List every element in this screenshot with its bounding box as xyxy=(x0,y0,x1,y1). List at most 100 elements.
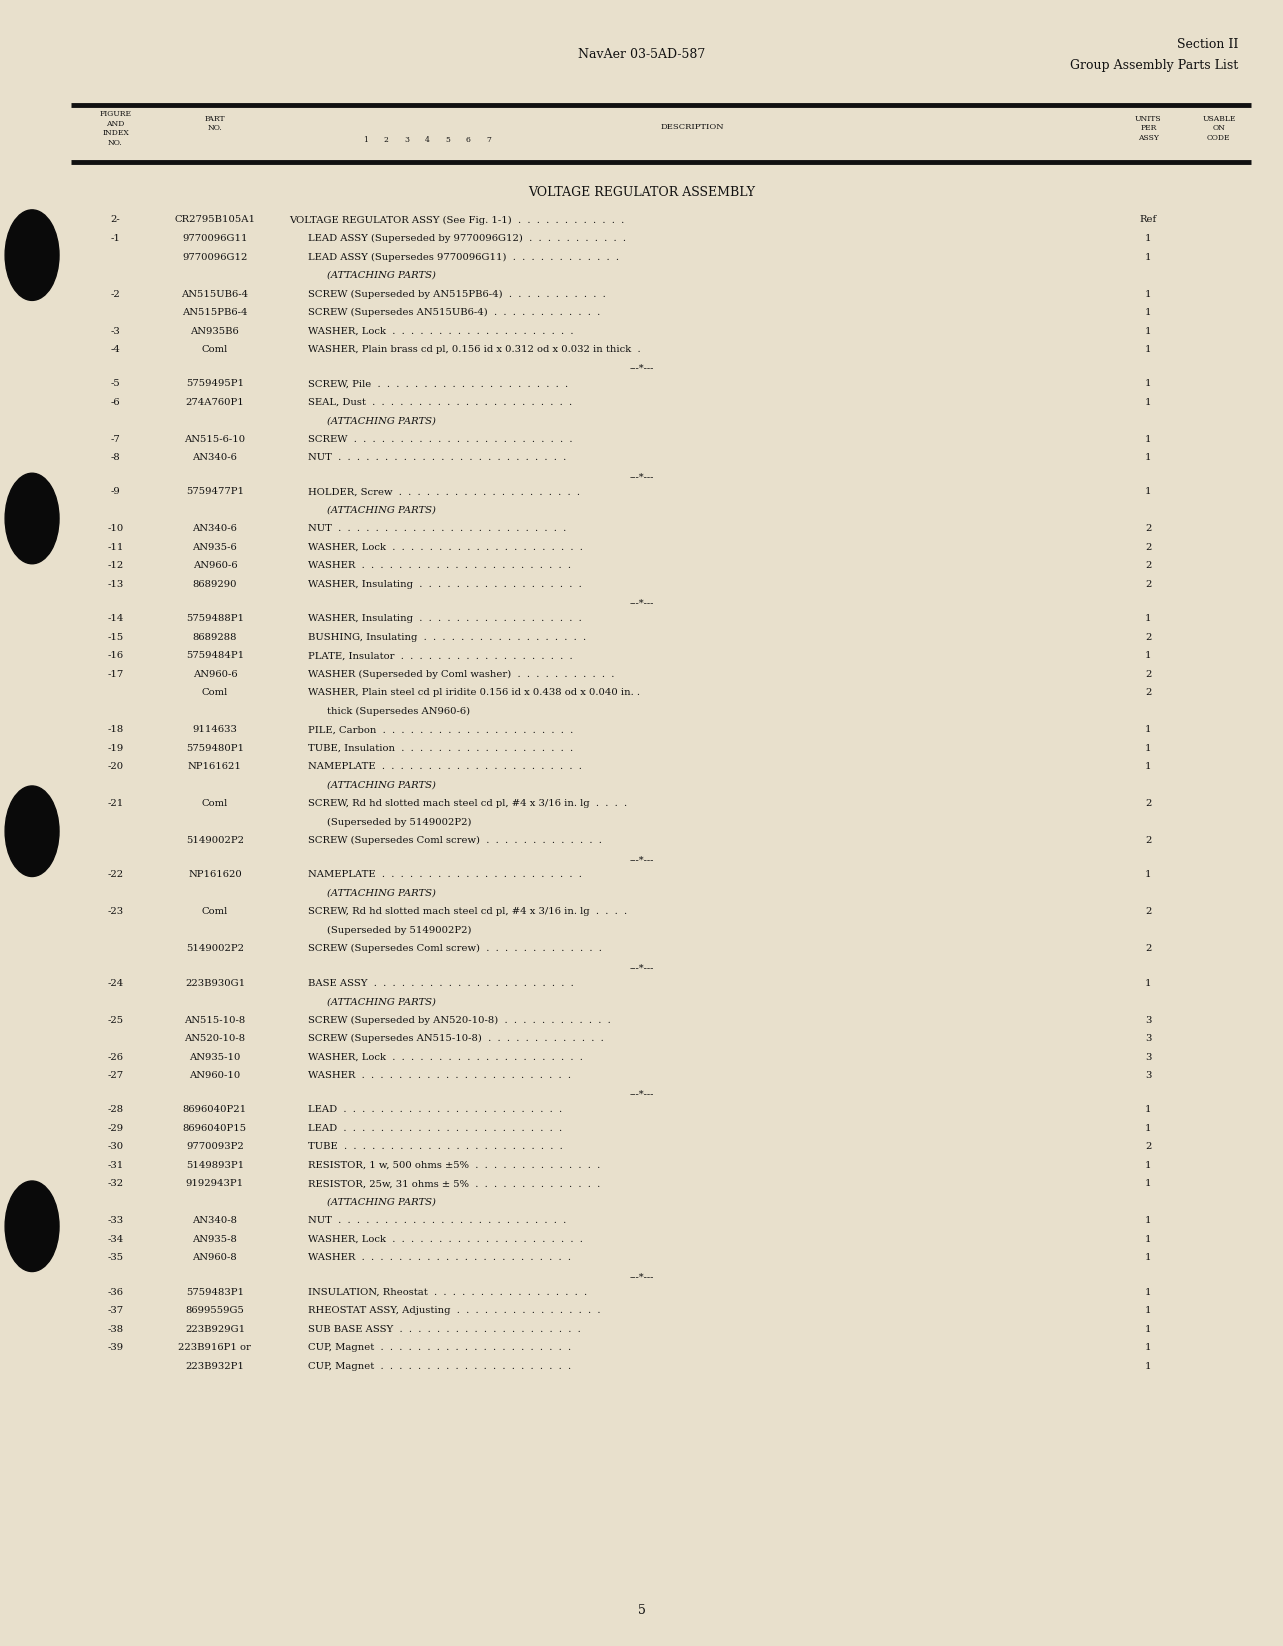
Text: 5759483P1: 5759483P1 xyxy=(186,1287,244,1297)
Text: WASHER  .  .  .  .  .  .  .  .  .  .  .  .  .  .  .  .  .  .  .  .  .  .  .: WASHER . . . . . . . . . . . . . . . . .… xyxy=(308,1253,571,1262)
Text: -32: -32 xyxy=(108,1179,123,1188)
Text: -39: -39 xyxy=(108,1343,123,1351)
Text: SCREW, Rd hd slotted mach steel cd pl, #4 x 3/16 in. lg  .  .  .  .: SCREW, Rd hd slotted mach steel cd pl, #… xyxy=(308,907,627,917)
Text: 1: 1 xyxy=(1144,326,1152,336)
Text: WASHER, Lock  .  .  .  .  .  .  .  .  .  .  .  .  .  .  .  .  .  .  .  .  .: WASHER, Lock . . . . . . . . . . . . . .… xyxy=(308,1053,582,1062)
Text: BASE ASSY  .  .  .  .  .  .  .  .  .  .  .  .  .  .  .  .  .  .  .  .  .  .: BASE ASSY . . . . . . . . . . . . . . . … xyxy=(308,979,574,988)
Text: AN515-10-8: AN515-10-8 xyxy=(185,1016,245,1024)
Text: 8689288: 8689288 xyxy=(192,632,237,642)
Text: 1: 1 xyxy=(1144,308,1152,318)
Text: 6: 6 xyxy=(466,137,471,143)
Text: NAMEPLATE  .  .  .  .  .  .  .  .  .  .  .  .  .  .  .  .  .  .  .  .  .  .: NAMEPLATE . . . . . . . . . . . . . . . … xyxy=(308,871,581,879)
Text: 223B916P1 or: 223B916P1 or xyxy=(178,1343,251,1351)
Text: WASHER, Insulating  .  .  .  .  .  .  .  .  .  .  .  .  .  .  .  .  .  .: WASHER, Insulating . . . . . . . . . . .… xyxy=(308,614,581,624)
Text: 5759495P1: 5759495P1 xyxy=(186,379,244,388)
Text: 1: 1 xyxy=(1144,1179,1152,1188)
Text: 9770096G12: 9770096G12 xyxy=(182,252,248,262)
Text: PART
NO.: PART NO. xyxy=(204,115,226,132)
Text: -22: -22 xyxy=(108,871,123,879)
Text: 223B930G1: 223B930G1 xyxy=(185,979,245,988)
Text: SCREW (Superseded by AN515PB6-4)  .  .  .  .  .  .  .  .  .  .  .: SCREW (Superseded by AN515PB6-4) . . . .… xyxy=(308,290,606,298)
Text: AN960-10: AN960-10 xyxy=(190,1072,240,1080)
Text: -37: -37 xyxy=(108,1305,123,1315)
Text: 1: 1 xyxy=(1144,487,1152,497)
Text: SEAL, Dust  .  .  .  .  .  .  .  .  .  .  .  .  .  .  .  .  .  .  .  .  .  .: SEAL, Dust . . . . . . . . . . . . . . .… xyxy=(308,398,572,407)
Text: 1: 1 xyxy=(1144,1124,1152,1132)
Text: WASHER, Lock  .  .  .  .  .  .  .  .  .  .  .  .  .  .  .  .  .  .  .  .: WASHER, Lock . . . . . . . . . . . . . .… xyxy=(308,326,574,336)
Text: Coml: Coml xyxy=(201,800,228,808)
Text: 1: 1 xyxy=(1144,346,1152,354)
Text: (ATTACHING PARTS): (ATTACHING PARTS) xyxy=(327,780,436,790)
Text: ---*---: ---*--- xyxy=(630,1272,653,1281)
Text: (Superseded by 5149002P2): (Superseded by 5149002P2) xyxy=(327,925,472,935)
Ellipse shape xyxy=(5,472,59,565)
Text: Section II: Section II xyxy=(1177,38,1238,51)
Text: -4: -4 xyxy=(110,346,121,354)
Text: 5149002P2: 5149002P2 xyxy=(186,836,244,844)
Text: PILE, Carbon  .  .  .  .  .  .  .  .  .  .  .  .  .  .  .  .  .  .  .  .  .: PILE, Carbon . . . . . . . . . . . . . .… xyxy=(308,726,574,734)
Text: -27: -27 xyxy=(108,1072,123,1080)
Text: TUBE, Insulation  .  .  .  .  .  .  .  .  .  .  .  .  .  .  .  .  .  .  .: TUBE, Insulation . . . . . . . . . . . .… xyxy=(308,744,574,752)
Text: DESCRIPTION: DESCRIPTION xyxy=(661,123,725,132)
Text: 223B929G1: 223B929G1 xyxy=(185,1325,245,1333)
Text: LEAD ASSY (Supersedes 9770096G11)  .  .  .  .  .  .  .  .  .  .  .  .: LEAD ASSY (Supersedes 9770096G11) . . . … xyxy=(308,252,618,262)
Text: SCREW (Superseded by AN520-10-8)  .  .  .  .  .  .  .  .  .  .  .  .: SCREW (Superseded by AN520-10-8) . . . .… xyxy=(308,1016,611,1025)
Text: (ATTACHING PARTS): (ATTACHING PARTS) xyxy=(327,889,436,899)
Text: 1: 1 xyxy=(1144,726,1152,734)
Text: 274A760P1: 274A760P1 xyxy=(186,398,244,407)
Text: 7: 7 xyxy=(486,137,491,143)
Text: 1: 1 xyxy=(363,137,368,143)
Text: -15: -15 xyxy=(108,632,123,642)
Text: RHEOSTAT ASSY, Adjusting  .  .  .  .  .  .  .  .  .  .  .  .  .  .  .  .: RHEOSTAT ASSY, Adjusting . . . . . . . .… xyxy=(308,1305,600,1315)
Text: 2: 2 xyxy=(1146,907,1151,917)
Text: -18: -18 xyxy=(108,726,123,734)
Text: BUSHING, Insulating  .  .  .  .  .  .  .  .  .  .  .  .  .  .  .  .  .  .: BUSHING, Insulating . . . . . . . . . . … xyxy=(308,632,586,642)
Text: LEAD  .  .  .  .  .  .  .  .  .  .  .  .  .  .  .  .  .  .  .  .  .  .  .  .: LEAD . . . . . . . . . . . . . . . . . .… xyxy=(308,1106,562,1114)
Text: VOLTAGE REGULATOR ASSY (See Fig. 1-1)  .  .  .  .  .  .  .  .  .  .  .  .: VOLTAGE REGULATOR ASSY (See Fig. 1-1) . … xyxy=(289,216,624,224)
Text: -21: -21 xyxy=(108,800,123,808)
Text: ---*---: ---*--- xyxy=(630,472,653,481)
Text: INSULATION, Rheostat  .  .  .  .  .  .  .  .  .  .  .  .  .  .  .  .  .: INSULATION, Rheostat . . . . . . . . . .… xyxy=(308,1287,588,1297)
Text: -11: -11 xyxy=(108,543,123,551)
Text: 2: 2 xyxy=(1146,579,1151,589)
Text: -8: -8 xyxy=(110,453,121,463)
Text: 2: 2 xyxy=(1146,688,1151,698)
Text: WASHER, Insulating  .  .  .  .  .  .  .  .  .  .  .  .  .  .  .  .  .  .: WASHER, Insulating . . . . . . . . . . .… xyxy=(308,579,581,589)
Text: UNITS
PER
ASSY: UNITS PER ASSY xyxy=(1135,115,1161,142)
Text: 2: 2 xyxy=(1146,543,1151,551)
Text: AN340-6: AN340-6 xyxy=(192,453,237,463)
Text: -16: -16 xyxy=(108,652,123,660)
Ellipse shape xyxy=(5,1182,59,1271)
Text: FIGURE
AND
INDEX
NO.: FIGURE AND INDEX NO. xyxy=(100,110,131,146)
Text: PLATE, Insulator  .  .  .  .  .  .  .  .  .  .  .  .  .  .  .  .  .  .  .: PLATE, Insulator . . . . . . . . . . . .… xyxy=(308,652,572,660)
Text: -23: -23 xyxy=(108,907,123,917)
Text: SUB BASE ASSY  .  .  .  .  .  .  .  .  .  .  .  .  .  .  .  .  .  .  .  .: SUB BASE ASSY . . . . . . . . . . . . . … xyxy=(308,1325,581,1333)
Text: CUP, Magnet  .  .  .  .  .  .  .  .  .  .  .  .  .  .  .  .  .  .  .  .  .: CUP, Magnet . . . . . . . . . . . . . . … xyxy=(308,1361,571,1371)
Text: 5: 5 xyxy=(638,1605,645,1618)
Text: AN340-8: AN340-8 xyxy=(192,1216,237,1225)
Text: NP161620: NP161620 xyxy=(189,871,241,879)
Text: SCREW (Supersedes Coml screw)  .  .  .  .  .  .  .  .  .  .  .  .  .: SCREW (Supersedes Coml screw) . . . . . … xyxy=(308,945,602,953)
Text: -36: -36 xyxy=(108,1287,123,1297)
Text: 2: 2 xyxy=(384,137,389,143)
Text: RESISTOR, 25w, 31 ohms ± 5%  .  .  .  .  .  .  .  .  .  .  .  .  .  .: RESISTOR, 25w, 31 ohms ± 5% . . . . . . … xyxy=(308,1179,600,1188)
Ellipse shape xyxy=(5,787,59,876)
Text: NavAer 03-5AD-587: NavAer 03-5AD-587 xyxy=(577,48,706,61)
Text: -33: -33 xyxy=(108,1216,123,1225)
Ellipse shape xyxy=(5,211,59,301)
Text: -1: -1 xyxy=(110,234,121,244)
Text: (ATTACHING PARTS): (ATTACHING PARTS) xyxy=(327,505,436,515)
Text: 1: 1 xyxy=(1144,1106,1152,1114)
Text: 1: 1 xyxy=(1144,979,1152,988)
Text: 1: 1 xyxy=(1144,871,1152,879)
Text: 8696040P21: 8696040P21 xyxy=(183,1106,246,1114)
Text: 2-: 2- xyxy=(110,216,121,224)
Text: ---*---: ---*--- xyxy=(630,854,653,864)
Text: 3: 3 xyxy=(404,137,409,143)
Text: AN935-6: AN935-6 xyxy=(192,543,237,551)
Text: 5759477P1: 5759477P1 xyxy=(186,487,244,497)
Text: (ATTACHING PARTS): (ATTACHING PARTS) xyxy=(327,997,436,1006)
Text: 5: 5 xyxy=(445,137,450,143)
Text: SCREW, Rd hd slotted mach steel cd pl, #4 x 3/16 in. lg  .  .  .  .: SCREW, Rd hd slotted mach steel cd pl, #… xyxy=(308,800,627,808)
Text: ---*---: ---*--- xyxy=(630,963,653,971)
